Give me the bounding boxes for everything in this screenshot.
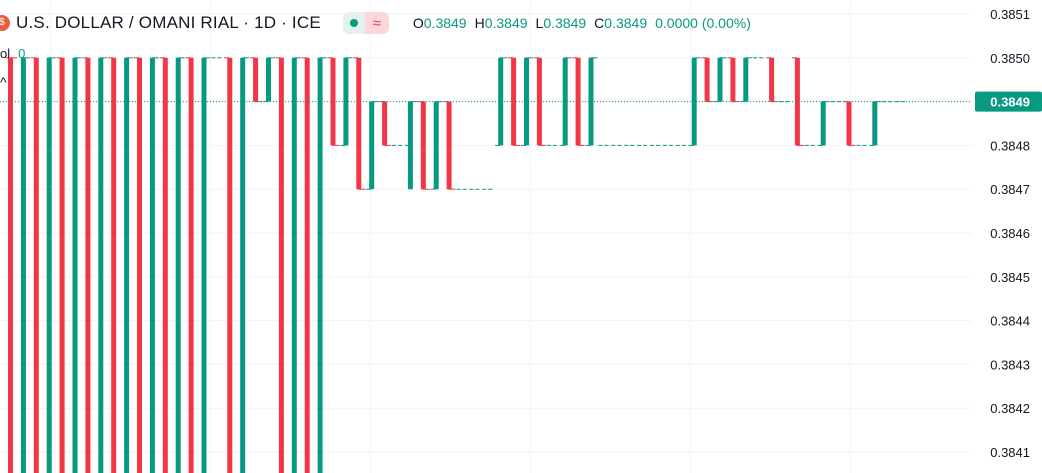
ohlc-bar: [743, 57, 749, 102]
ohlc-bar: [98, 57, 104, 473]
ohlc-bar: [188, 57, 194, 473]
y-tick-label: 0.3843: [990, 357, 1030, 372]
ohlc-bar: [8, 57, 13, 473]
ohlc-bar: [562, 57, 568, 146]
close-value: 0.3849: [604, 15, 648, 31]
ohlc-bar: [253, 57, 259, 102]
ohlc-bar: [201, 57, 207, 473]
high-value: 0.3849: [484, 15, 528, 31]
ohlc-bar: [149, 57, 155, 473]
volume-label: ol: [0, 46, 11, 61]
ohlc-bar: [524, 57, 529, 146]
ohlc-bar: [872, 101, 878, 146]
market-status-icon[interactable]: [342, 12, 365, 34]
low-value: 0.3849: [543, 15, 587, 31]
y-tick-label: 0.3845: [990, 270, 1030, 285]
indicator-pill[interactable]: ≈: [342, 12, 389, 34]
chart-legend: $ U.S. DOLLAR / OMANI RIAL · 1D · ICE ≈ …: [0, 10, 759, 36]
currency-flag-icon: $: [0, 15, 10, 31]
open-value: 0.3849: [423, 15, 467, 31]
y-tick-label: 0.3848: [990, 138, 1030, 153]
data-problem-icon[interactable]: ≈: [364, 12, 389, 34]
change-value: 0.0000 (0.00%): [655, 15, 751, 31]
ohlc-bar: [420, 101, 426, 190]
ohlc-bar: [33, 57, 39, 473]
ohlc-bar: [536, 57, 542, 146]
ohlc-bar: [820, 101, 826, 146]
ohlc-bar: [59, 57, 65, 473]
ohlc-bar: [304, 57, 310, 473]
close-label: C: [594, 15, 605, 31]
y-tick-label: 0.3851: [990, 7, 1030, 22]
ohlc-bar: [356, 57, 362, 190]
ohlc-bar: [20, 57, 26, 473]
y-tick-label: 0.3841: [990, 445, 1030, 460]
ohlc-bar: [240, 57, 246, 473]
ohlc-bar: [369, 101, 375, 190]
ohlc-bar: [407, 101, 413, 190]
ohlc-bar: [498, 57, 504, 146]
high-label: H: [474, 15, 485, 31]
ohlc-bar: [717, 57, 723, 102]
ohlc-bar: [85, 57, 91, 473]
ohlc-bar: [291, 57, 297, 473]
ohlc-bar: [691, 57, 697, 146]
y-tick-label: 0.3844: [990, 314, 1030, 329]
ohlc-bar: [704, 57, 710, 102]
y-tick-label: 0.3850: [990, 51, 1030, 66]
y-tick-label: 0.3842: [990, 401, 1030, 416]
ohlc-bar: [266, 57, 271, 102]
ohlc-bar: [794, 57, 800, 146]
last-price-label: 0.3849: [990, 95, 1030, 110]
volume-value: 0: [18, 46, 26, 61]
ohlc-bar: [575, 57, 581, 146]
ohlc-bar: [46, 57, 52, 473]
ohlc-bar: [382, 101, 388, 146]
ohlc-bar: [162, 57, 168, 473]
y-tick-label: 0.3846: [990, 226, 1030, 241]
ohlc-bar: [72, 57, 78, 473]
ohlc-bar: [227, 57, 233, 473]
volume-legend: ol 0: [0, 46, 25, 61]
ohlc-bar: [278, 57, 284, 473]
symbol-title[interactable]: U.S. DOLLAR / OMANI RIAL · 1D · ICE: [16, 13, 321, 32]
last-price-badge: [975, 91, 1042, 112]
ohlc-bar: [137, 57, 142, 473]
ohlc-bar: [433, 101, 439, 190]
ohlc-bar: [124, 57, 130, 473]
ohlc-bar: [446, 101, 452, 190]
ohlc-bar: [111, 57, 117, 473]
open-label: O: [412, 15, 424, 31]
ohlc-values: O 0.3849 H 0.3849 L 0.3849 C 0.3849 0.00…: [413, 15, 759, 31]
ohlc-bar: [175, 57, 181, 473]
y-tick-label: 0.3847: [990, 182, 1030, 197]
ohlc-bar: [317, 57, 323, 473]
low-label: L: [535, 15, 544, 31]
ohlc-bar: [730, 57, 736, 102]
ohlc-bar: [769, 57, 775, 102]
ohlc-bar: [846, 101, 852, 146]
collapse-chevron-icon[interactable]: ^: [0, 74, 7, 90]
